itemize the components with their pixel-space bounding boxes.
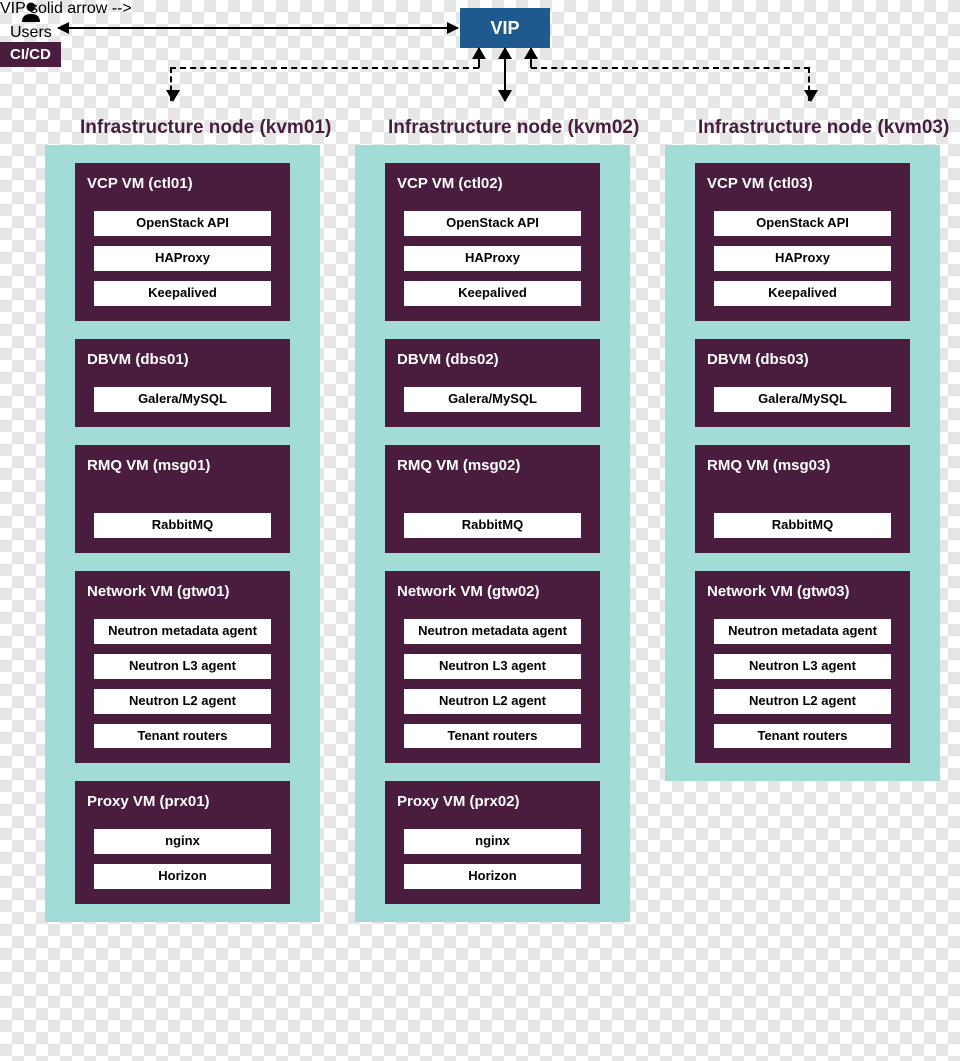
arrow-vip-up-left — [478, 48, 480, 68]
service-box: Neutron L3 agent — [403, 653, 582, 680]
vip-box: VIP — [460, 8, 550, 48]
service-box: Neutron metadata agent — [713, 618, 892, 645]
service-box: Keepalived — [713, 280, 892, 307]
vm-box: RMQ VM (msg01) RabbitMQ — [75, 445, 290, 553]
vm-title: VCP VM (ctl03) — [707, 173, 898, 202]
service-box: OpenStack API — [403, 210, 582, 237]
node-column-1: VCP VM (ctl02) OpenStack API HAProxy Keepal… — [355, 145, 630, 922]
service-box: Galera/MySQL — [713, 386, 892, 413]
vm-title: VCP VM (ctl01) — [87, 173, 278, 202]
service-box: RabbitMQ — [713, 512, 892, 539]
service-box: OpenStack API — [93, 210, 272, 237]
vm-box: Proxy VM (prx01) nginx Horizon — [75, 781, 290, 904]
service-box: OpenStack API — [713, 210, 892, 237]
service-box: HAProxy — [403, 245, 582, 272]
vm-box: VCP VM (ctl03) OpenStack API HAProxy Keepal… — [695, 163, 910, 321]
node-title-1: Infrastructure node (kvm02) — [388, 117, 639, 139]
service-box: Neutron L3 agent — [93, 653, 272, 680]
service-box: Neutron L2 agent — [93, 688, 272, 715]
vm-title: DBVM (dbs01) — [87, 349, 278, 378]
vm-title: DBVM (dbs02) — [397, 349, 588, 378]
service-box: Horizon — [403, 863, 582, 890]
service-box: Tenant routers — [403, 723, 582, 750]
vm-title: Proxy VM (prx01) — [87, 791, 278, 820]
service-box: Keepalived — [93, 280, 272, 307]
arrow-vip-center — [504, 48, 506, 101]
vm-box: DBVM (dbs01) Galera/MySQL — [75, 339, 290, 427]
node-title-0: Infrastructure node (kvm01) — [80, 117, 331, 139]
service-box: HAProxy — [713, 245, 892, 272]
vm-title: VCP VM (ctl02) — [397, 173, 588, 202]
vm-box: VCP VM (ctl01) OpenStack API HAProxy Keepal… — [75, 163, 290, 321]
vm-title: Network VM (gtw03) — [707, 581, 898, 610]
spacer — [707, 484, 898, 504]
vm-title: Network VM (gtw01) — [87, 581, 278, 610]
vm-box: VCP VM (ctl02) OpenStack API HAProxy Keepal… — [385, 163, 600, 321]
dashed-drop-kvm01 — [170, 67, 172, 101]
node-column-2: VCP VM (ctl03) OpenStack API HAProxy Keepal… — [665, 145, 940, 781]
vm-box: DBVM (dbs02) Galera/MySQL — [385, 339, 600, 427]
spacer — [87, 484, 278, 504]
service-box: Neutron L3 agent — [713, 653, 892, 680]
service-box: Horizon — [93, 863, 272, 890]
spacer — [397, 484, 588, 504]
arrow-vip-up-right — [530, 48, 532, 68]
vm-title: Proxy VM (prx02) — [397, 791, 588, 820]
arrow-users-vip — [58, 27, 458, 29]
node-title-2: Infrastructure node (kvm03) — [698, 117, 949, 139]
service-box: Keepalived — [403, 280, 582, 307]
dashed-bus-right — [531, 67, 810, 69]
service-box: Galera/MySQL — [403, 386, 582, 413]
vm-box: DBVM (dbs03) Galera/MySQL — [695, 339, 910, 427]
service-box: Tenant routers — [713, 723, 892, 750]
service-box: Galera/MySQL — [93, 386, 272, 413]
vm-title: RMQ VM (msg02) — [397, 455, 588, 484]
service-box: nginx — [403, 828, 582, 855]
vm-title: DBVM (dbs03) — [707, 349, 898, 378]
vm-title: Network VM (gtw02) — [397, 581, 588, 610]
user-icon — [10, 2, 52, 24]
cicd-box: CI/CD — [0, 42, 61, 67]
vm-box: RMQ VM (msg03) RabbitMQ — [695, 445, 910, 553]
vm-box: Network VM (gtw02) Neutron metadata agent… — [385, 571, 600, 764]
service-box: nginx — [93, 828, 272, 855]
vm-title: RMQ VM (msg01) — [87, 455, 278, 484]
service-box: Tenant routers — [93, 723, 272, 750]
vm-box: Proxy VM (prx02) nginx Horizon — [385, 781, 600, 904]
service-box: HAProxy — [93, 245, 272, 272]
service-box: RabbitMQ — [93, 512, 272, 539]
service-box: Neutron L2 agent — [713, 688, 892, 715]
vm-box: Network VM (gtw01) Neutron metadata agent… — [75, 571, 290, 764]
service-box: RabbitMQ — [403, 512, 582, 539]
vm-box: Network VM (gtw03) Neutron metadata agent… — [695, 571, 910, 764]
dashed-bus-left — [170, 67, 479, 69]
service-box: Neutron metadata agent — [403, 618, 582, 645]
users-label: Users — [10, 24, 52, 42]
vm-title: RMQ VM (msg03) — [707, 455, 898, 484]
users-group: Users — [10, 2, 52, 42]
service-box: Neutron metadata agent — [93, 618, 272, 645]
service-box: Neutron L2 agent — [403, 688, 582, 715]
node-column-0: VCP VM (ctl01) OpenStack API HAProxy Keepal… — [45, 145, 320, 922]
vm-box: RMQ VM (msg02) RabbitMQ — [385, 445, 600, 553]
dashed-drop-kvm03 — [808, 67, 810, 101]
